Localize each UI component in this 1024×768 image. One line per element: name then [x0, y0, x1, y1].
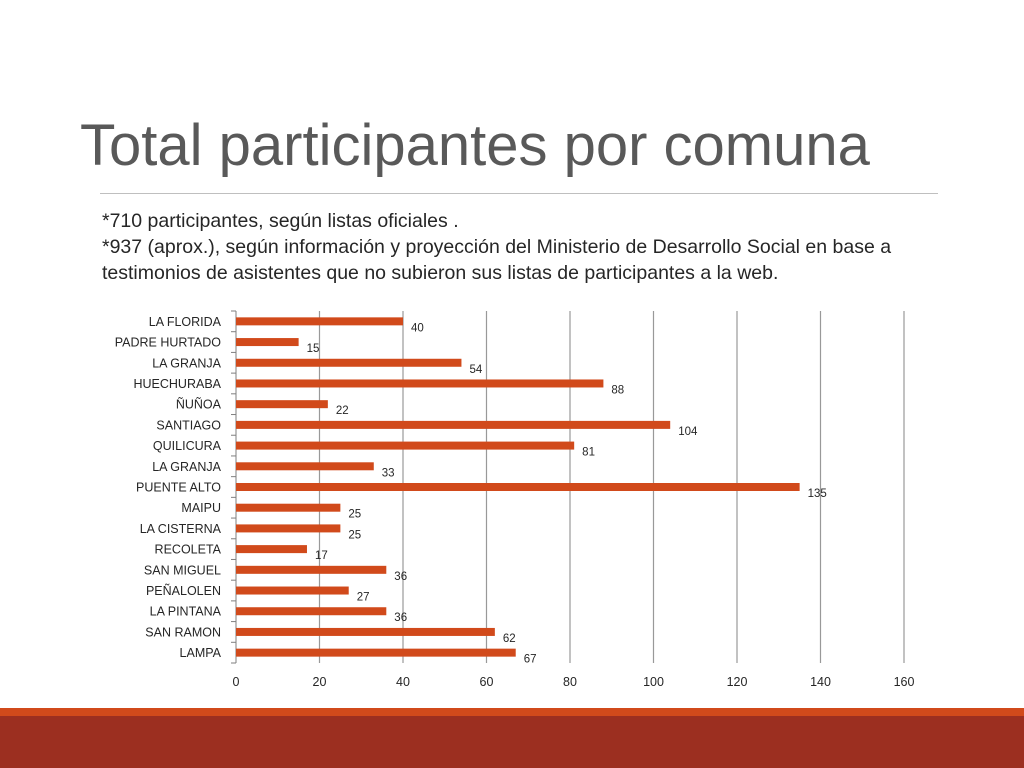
bar — [236, 441, 575, 450]
bar — [236, 462, 374, 471]
x-tick-label: 80 — [563, 675, 577, 689]
note-line-3: testimonios de asistentes que no subiero… — [102, 262, 779, 284]
data-label: 40 — [411, 322, 424, 334]
x-tick-label: 100 — [643, 675, 664, 689]
x-tick-label: 120 — [727, 675, 748, 689]
category-label: PEÑALOLEN — [146, 584, 221, 598]
bar — [236, 524, 341, 533]
x-tick-label: 160 — [894, 675, 915, 689]
x-tick-label: 140 — [810, 675, 831, 689]
bar — [236, 358, 462, 367]
category-label: MAIPU — [181, 501, 221, 515]
x-tick-label: 20 — [313, 675, 327, 689]
bar — [236, 317, 403, 326]
x-tick-label: 60 — [480, 675, 494, 689]
footer-accent-stripe — [0, 708, 1024, 716]
data-label: 17 — [315, 550, 328, 562]
data-label: 36 — [394, 571, 407, 583]
data-label: 81 — [582, 447, 595, 459]
note-line-1: *710 participantes, según listas oficial… — [102, 210, 459, 232]
data-label: 36 — [394, 612, 407, 624]
bar — [236, 379, 604, 388]
bar — [236, 338, 299, 347]
bar — [236, 400, 328, 409]
data-label: 25 — [348, 509, 361, 521]
data-label: 22 — [336, 405, 349, 417]
slide-title: Total participantes por comuna — [80, 113, 870, 178]
x-tick-label: 40 — [396, 675, 410, 689]
participants-note: *710 participantes, según listas oficial… — [102, 208, 932, 286]
category-label: LA FLORIDA — [149, 315, 222, 329]
category-label: SAN RAMON — [145, 625, 221, 639]
category-label: QUILICURA — [153, 439, 222, 453]
data-label: 25 — [348, 529, 361, 541]
category-label: LA PINTANA — [150, 605, 222, 619]
data-label: 88 — [611, 384, 624, 396]
category-label: SANTIAGO — [156, 418, 221, 432]
note-line-2: *937 (aprox.), según información y proye… — [102, 236, 892, 258]
data-label: 67 — [524, 654, 537, 666]
data-label: 15 — [307, 343, 320, 355]
category-label: HUECHURABA — [133, 377, 221, 391]
data-label: 54 — [469, 364, 482, 376]
bar — [236, 420, 671, 429]
bar — [236, 503, 341, 512]
category-label: LA GRANJA — [152, 460, 221, 474]
bar — [236, 607, 387, 616]
category-label: PADRE HURTADO — [115, 336, 222, 350]
bar — [236, 627, 495, 636]
bar — [236, 586, 349, 595]
bar — [236, 565, 387, 574]
category-label: PUENTE ALTO — [136, 481, 221, 495]
category-label: ÑUÑOA — [176, 398, 222, 412]
x-tick-label: 0 — [233, 675, 240, 689]
data-label: 62 — [503, 633, 516, 645]
category-label: RECOLETA — [155, 543, 222, 557]
title-divider — [100, 193, 938, 194]
data-label: 104 — [678, 426, 698, 438]
bar — [236, 483, 800, 491]
data-label: 33 — [382, 467, 395, 479]
data-label: 27 — [357, 592, 370, 604]
data-label: 135 — [808, 488, 827, 500]
category-label: LA CISTERNA — [140, 522, 222, 536]
category-label: LA GRANJA — [152, 356, 221, 370]
category-label: SAN MIGUEL — [144, 563, 221, 577]
bar — [236, 545, 307, 554]
category-label: LAMPA — [180, 646, 222, 660]
bar — [236, 648, 516, 657]
footer-band — [0, 716, 1024, 768]
